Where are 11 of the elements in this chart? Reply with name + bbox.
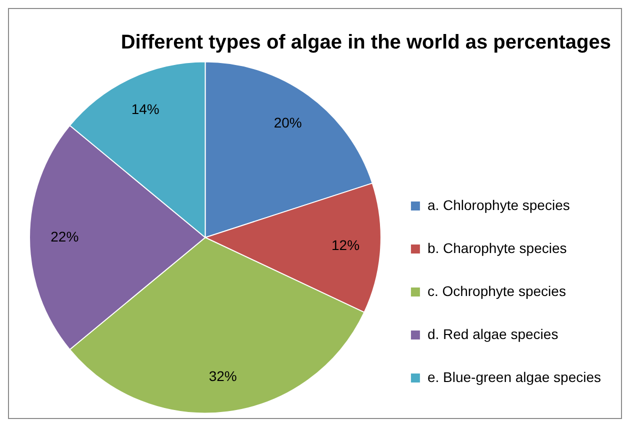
- legend-label: c. Ochrophyte species: [427, 282, 566, 299]
- data-label: 14%: [131, 101, 160, 118]
- data-label: 22%: [50, 228, 79, 244]
- data-label: 32%: [208, 368, 237, 384]
- chart-title: Different types of algae in the world as percentages: [120, 32, 611, 54]
- legend-label: a. Chlorophyte species: [427, 196, 570, 213]
- legend-label: b. Charophyte species: [427, 240, 567, 256]
- legend-label: d. Red algae species: [427, 326, 558, 342]
- data-label: 12%: [332, 237, 360, 254]
- legend-label: e. Blue-green algae species: [427, 368, 602, 385]
- data-label: 20%: [274, 114, 302, 131]
